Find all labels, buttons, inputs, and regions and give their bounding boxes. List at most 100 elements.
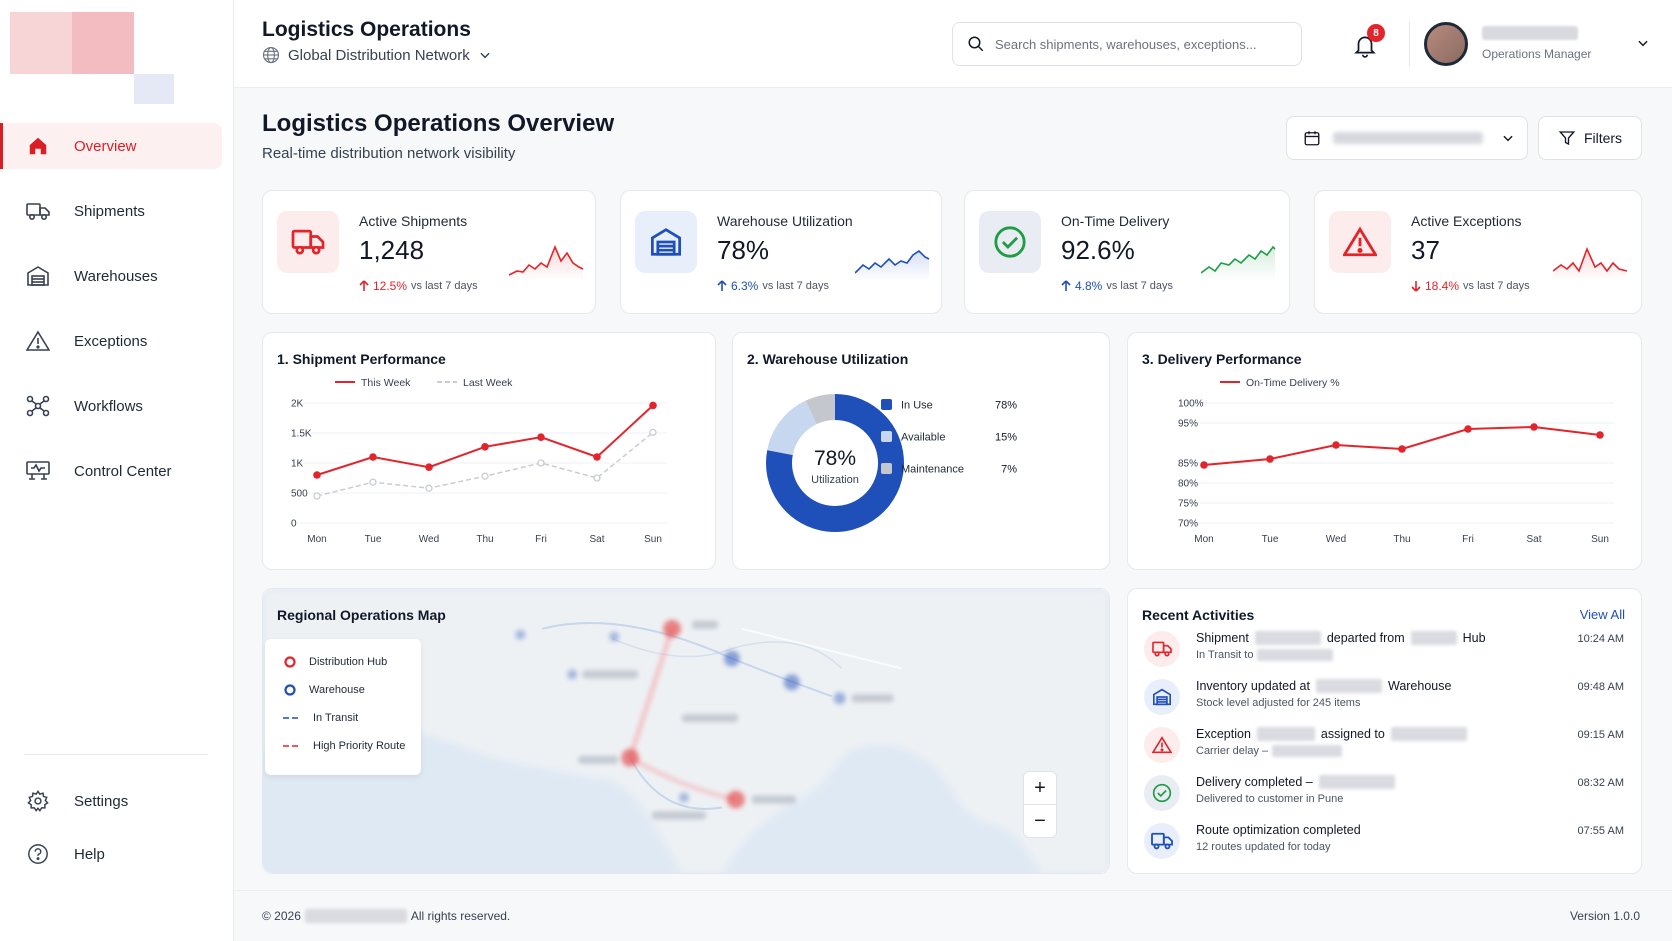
view-all-link[interactable]: View All [1579, 607, 1625, 622]
activity-item[interactable]: Shipment departed from Hub In Transit to 1… [1144, 629, 1624, 673]
top-bar: Logistics Operations Global Distribution… [234, 0, 1672, 88]
x-tick-label: Fri [1462, 534, 1474, 545]
shipment-performance-chart: 0 500 1K 1.5K 2K Mon Tue Wed Thu Fri Sat Sun This We… [291, 377, 667, 545]
page-subtitle: Real-time distribution network visibilit… [262, 145, 516, 162]
kpi-delta: 6.3% vs last 7 days [717, 279, 829, 293]
search-input[interactable] [995, 36, 1285, 52]
notification-badge: 8 [1367, 24, 1385, 42]
kpi-card-active-shipments[interactable]: Active Shipments 1,248 12.5% vs last 7 d… [262, 190, 596, 314]
kpi-label: Warehouse Utilization [717, 213, 853, 229]
x-tick-label: Tue [365, 534, 382, 545]
sidebar-item-label: Workflows [74, 397, 143, 415]
copyright: © 2026 All rights reserved. [262, 909, 511, 923]
sidebar-item-workflows[interactable]: Workflows [0, 383, 222, 429]
sidebar-item-help[interactable]: Help [0, 831, 222, 877]
donut-center-label: Utilization [811, 474, 859, 486]
sparkline [509, 244, 584, 281]
zoom-out-button[interactable]: − [1023, 804, 1057, 838]
activity-item[interactable]: Exception assigned to Carrier delay – 09:… [1144, 725, 1624, 769]
x-tick-label: Mon [307, 534, 326, 545]
chevron-down-icon[interactable] [1636, 36, 1650, 50]
sidebar-item-shipments[interactable]: Shipments [0, 188, 222, 234]
data-point [1596, 431, 1604, 439]
legend-label: Available [901, 432, 945, 444]
kpi-card-warehouse-utilization[interactable]: Warehouse Utilization 78% 6.3% vs last 7… [620, 190, 942, 314]
donut-center-value: 78% [814, 447, 856, 470]
data-point [425, 463, 433, 471]
network-selector[interactable]: Global Distribution Network [262, 46, 492, 64]
legend-warehouse: Warehouse [283, 683, 365, 697]
arrow-up-icon [1061, 280, 1071, 291]
activity-text: Shipment departed from Hub [1196, 631, 1486, 645]
gear-icon [24, 787, 52, 815]
avatar[interactable] [1424, 22, 1468, 66]
kpi-delta: 18.4% vs last 7 days [1411, 279, 1530, 293]
sidebar-item-warehouses[interactable]: Warehouses [0, 253, 222, 299]
footer: © 2026 All rights reserved. Version 1.0.… [234, 890, 1672, 941]
date-range-picker[interactable] [1286, 116, 1528, 160]
sidebar-item-control-center[interactable]: Control Center [0, 448, 222, 494]
check-circle-icon [979, 211, 1041, 273]
sidebar-item-label: Overview [74, 137, 137, 155]
date-range-redacted [1333, 132, 1483, 144]
data-point [369, 453, 377, 461]
activity-time: 10:24 AM [1577, 633, 1624, 645]
truck-icon [1144, 631, 1180, 667]
monitor-icon [24, 457, 52, 485]
x-tick-label: Thu [476, 534, 493, 545]
activity-time: 09:48 AM [1577, 681, 1624, 693]
y-tick-label: 0 [291, 519, 297, 530]
filters-button[interactable]: Filters [1538, 116, 1642, 160]
x-tick-label: Fri [535, 534, 547, 545]
filters-label: Filters [1583, 130, 1623, 146]
data-point [1464, 425, 1472, 433]
x-tick-label: Thu [1393, 534, 1410, 545]
activity-item[interactable]: Delivery completed – Delivered to custom… [1144, 773, 1624, 817]
x-tick-label: Wed [1326, 534, 1346, 545]
search-box[interactable] [952, 22, 1302, 66]
chevron-down-icon [480, 52, 490, 59]
activity-item[interactable]: Inventory updated at Warehouse Stock leve… [1144, 677, 1624, 721]
activity-time: 07:55 AM [1577, 825, 1624, 837]
legend-value: 78% [995, 400, 1017, 412]
warehouse-utilization-chart: 78% Utilization In Use 78% Available 15% Maint… [766, 394, 1017, 532]
donut-slice [805, 394, 836, 425]
hub-marker-icon [284, 656, 296, 668]
kpi-card-on-time-delivery[interactable]: On-Time Delivery 92.6% 4.8% vs last 7 da… [964, 190, 1290, 314]
sidebar-item-exceptions[interactable]: Exceptions [0, 318, 222, 364]
activity-detail: In Transit to [1196, 649, 1334, 661]
warehouse-icon [24, 262, 52, 290]
kpi-value: 1,248 [359, 235, 425, 265]
calendar-icon [1304, 131, 1320, 146]
warning-icon [24, 327, 52, 355]
sidebar-item-label: Settings [74, 792, 129, 810]
data-point [593, 474, 601, 482]
sidebar-item-label: Control Center [74, 462, 172, 480]
sidebar-divider [24, 754, 208, 755]
activity-item[interactable]: Route optimization completed 12 routes u… [1144, 821, 1624, 865]
app-title: Logistics Operations [262, 18, 471, 41]
user-name-redacted [1482, 26, 1578, 40]
sidebar-item-label: Help [74, 845, 105, 863]
warning-icon [1144, 727, 1180, 763]
y-tick-label: 2K [291, 399, 304, 410]
search-icon [968, 36, 984, 52]
legend-swatch [881, 399, 892, 410]
activity-detail: 12 routes updated for today [1196, 841, 1331, 853]
data-point [1530, 423, 1538, 431]
kpi-value: 37 [1411, 235, 1440, 265]
zoom-in-button[interactable]: + [1023, 771, 1057, 805]
filter-icon [1558, 131, 1576, 146]
data-point [313, 471, 321, 479]
sidebar-item-label: Exceptions [74, 332, 148, 350]
sidebar-item-overview[interactable]: Overview [0, 123, 222, 169]
truck-icon [24, 197, 52, 225]
arrow-up-icon [359, 280, 369, 291]
legend-distribution-hub: Distribution Hub [283, 655, 387, 669]
company-logo[interactable] [10, 12, 174, 104]
sidebar-item-settings[interactable]: Settings [0, 778, 222, 824]
kpi-card-active-exceptions[interactable]: Active Exceptions 37 18.4% vs last 7 day… [1314, 190, 1642, 314]
data-point [1398, 445, 1406, 453]
data-point [537, 459, 545, 467]
data-point [537, 433, 545, 441]
